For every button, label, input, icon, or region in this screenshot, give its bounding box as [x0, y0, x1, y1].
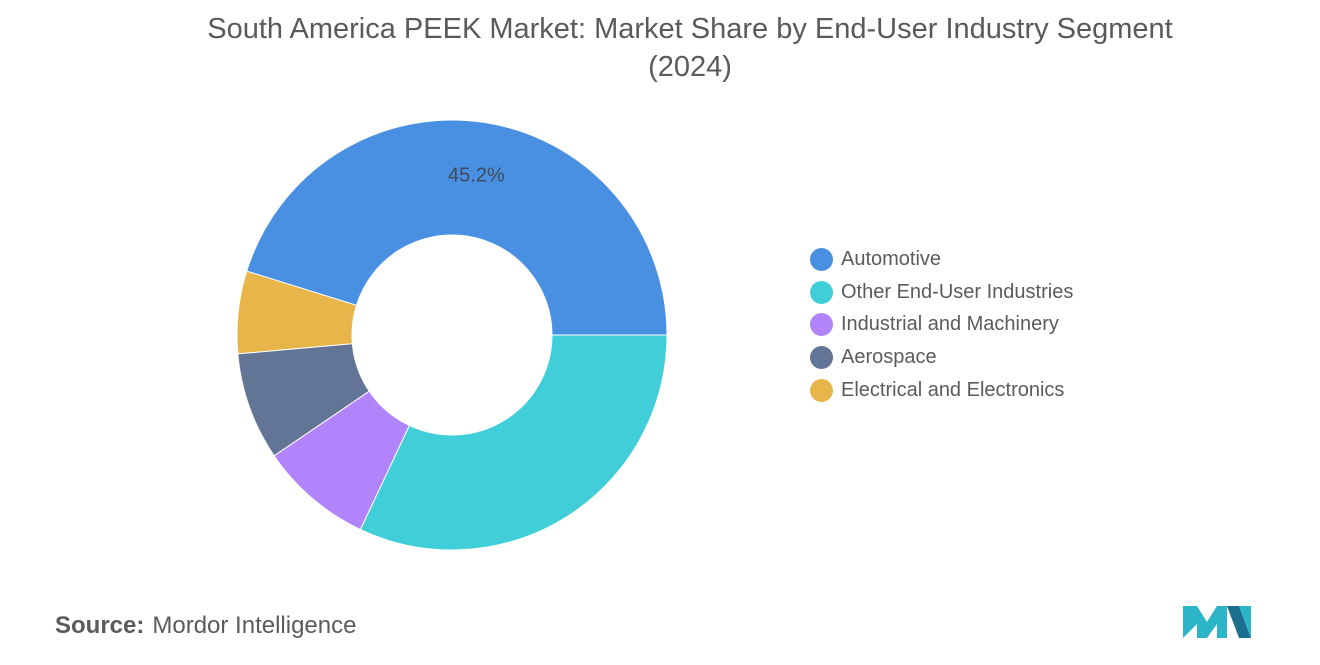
mordor-intelligence-logo-icon [1183, 606, 1251, 638]
chart-legend: Automotive Other End-User Industries Indus… [810, 243, 1073, 407]
legend-label: Aerospace [841, 346, 937, 369]
source-label: Source: [55, 612, 145, 639]
legend-swatch [810, 379, 833, 403]
donut-slice-other-end-user-industries [359, 334, 668, 551]
donut-slices [236, 119, 668, 551]
legend-label: Electrical and Electronics [841, 379, 1065, 402]
legend-swatch [810, 280, 833, 304]
legend-item-other-end-user-industries: Other End-User Industries [810, 276, 1073, 309]
legend-swatch [810, 346, 833, 370]
donut-slice-labels: 45.2% [448, 164, 505, 186]
legend-item-electrical-and-electronics: Electrical and Electronics [810, 374, 1073, 407]
chart-title-line-1: South America PEEK Market: Market Share … [207, 13, 1173, 45]
legend-item-automotive: Automotive [810, 243, 1073, 276]
donut-slice-automotive [246, 119, 668, 336]
slice-label-automotive: 45.2% [448, 164, 505, 186]
legend-item-industrial-and-machinery: Industrial and Machinery [810, 309, 1073, 342]
source-value: Mordor Intelligence [152, 612, 357, 639]
legend-label: Industrial and Machinery [841, 313, 1059, 336]
legend-label: Other End-User Industries [841, 280, 1074, 303]
legend-item-aerospace: Aerospace [810, 341, 1073, 374]
legend-label: Automotive [841, 247, 942, 270]
chart-title-line-2: (2024) [648, 51, 732, 83]
source-note: Source: Mordor Intelligence [55, 612, 356, 640]
chart-title: South America PEEK Market: Market Share … [140, 10, 1240, 86]
legend-swatch [810, 313, 833, 337]
legend-swatch [810, 247, 833, 271]
